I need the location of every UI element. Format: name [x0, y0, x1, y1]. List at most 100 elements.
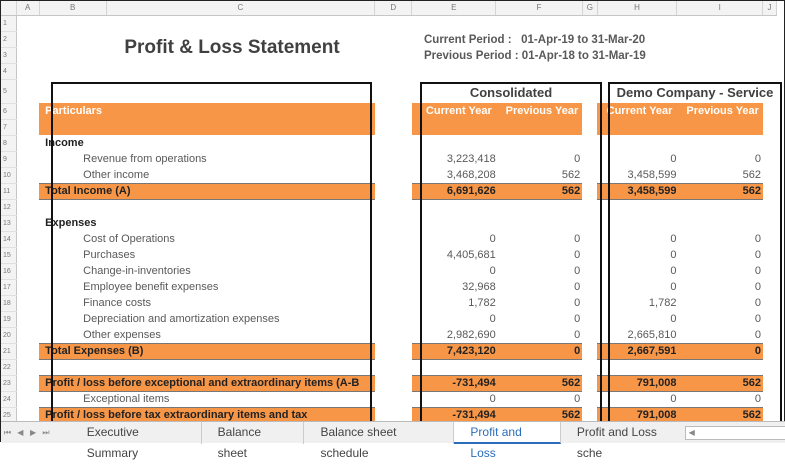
cell[interactable]	[16, 391, 39, 407]
column-header[interactable]: J	[762, 1, 777, 16]
cell[interactable]	[16, 263, 39, 279]
cell[interactable]	[597, 15, 676, 31]
cell[interactable]	[412, 215, 496, 231]
demo-previous-year-value[interactable]: 0	[754, 313, 761, 325]
cell[interactable]	[16, 167, 39, 183]
cell[interactable]	[597, 199, 676, 215]
cell[interactable]	[582, 295, 597, 311]
cell[interactable]	[16, 279, 39, 295]
cell[interactable]	[597, 63, 676, 79]
cell[interactable]	[763, 135, 776, 151]
line-item-label[interactable]: Change-in-inventories	[83, 265, 191, 277]
cell[interactable]	[412, 135, 496, 151]
column-header[interactable]: F	[495, 1, 583, 16]
cell[interactable]	[375, 327, 412, 343]
consolidated-current-year-value[interactable]: 1,782	[468, 297, 496, 309]
line-item-label[interactable]: Finance costs	[83, 297, 152, 309]
column-header[interactable]: B	[39, 1, 107, 16]
cell[interactable]	[496, 15, 583, 31]
demo-current-year-value[interactable]: 0	[670, 249, 677, 261]
cell[interactable]	[676, 63, 763, 79]
row-header[interactable]: 5	[1, 79, 17, 104]
cell[interactable]	[375, 247, 412, 263]
demo-previous-year-value[interactable]: 562	[676, 182, 763, 200]
demo-previous-year-value[interactable]: 0	[754, 153, 761, 165]
row-header[interactable]: 21	[1, 343, 17, 360]
cell[interactable]	[16, 343, 39, 359]
cell[interactable]	[582, 375, 597, 391]
consolidated-previous-year-value[interactable]: 0	[574, 297, 581, 309]
cell[interactable]	[582, 215, 597, 231]
total-label[interactable]: Total Expenses (B)	[39, 342, 375, 360]
row-header[interactable]: 1	[1, 15, 17, 32]
consolidated-current-year-value[interactable]: 0	[489, 233, 496, 245]
demo-current-year-value[interactable]: 0	[670, 153, 677, 165]
total-label[interactable]: Total Income (A)	[39, 182, 375, 200]
cell[interactable]	[412, 63, 496, 79]
row-header[interactable]: 13	[1, 215, 17, 232]
cell[interactable]	[106, 63, 375, 79]
cell[interactable]	[496, 63, 583, 79]
cell[interactable]	[763, 231, 776, 247]
row-header[interactable]: 18	[1, 295, 17, 312]
sheet-tab-profit-and-loss-schedule[interactable]: Profit and Loss sche	[576, 424, 657, 460]
section-label[interactable]: Income	[45, 137, 84, 149]
first-sheet-icon[interactable]: ⏮	[3, 427, 12, 437]
cell[interactable]	[39, 199, 106, 215]
cell[interactable]	[16, 63, 39, 79]
cell[interactable]	[106, 199, 375, 215]
cell[interactable]	[582, 279, 597, 295]
cell[interactable]	[375, 391, 412, 407]
demo-previous-year-value[interactable]: 562	[742, 168, 761, 181]
row-header[interactable]: 19	[1, 311, 17, 328]
prev-sheet-icon[interactable]: ◀	[17, 428, 24, 437]
cell[interactable]	[39, 119, 107, 135]
cell[interactable]	[16, 119, 39, 135]
cell[interactable]	[375, 343, 412, 359]
cell[interactable]	[597, 359, 676, 375]
cell[interactable]	[763, 375, 776, 391]
cell[interactable]	[106, 79, 375, 103]
row-header[interactable]: 25	[1, 407, 17, 424]
horizontal-scrollbar[interactable]: ◀	[684, 425, 785, 440]
column-header[interactable]: A	[16, 1, 40, 16]
demo-current-year-value[interactable]: 3,458,599	[627, 168, 677, 181]
cell[interactable]	[763, 247, 776, 263]
demo-previous-year-value[interactable]: 0	[676, 342, 763, 360]
cell[interactable]	[375, 199, 412, 215]
consolidated-previous-year-value[interactable]: 562	[495, 406, 583, 424]
cell[interactable]	[375, 215, 412, 231]
consolidated-current-year-value[interactable]: 2,982,690	[446, 328, 496, 341]
sheet-tab-balance-sheet-schedule[interactable]: Balance sheet schedule	[304, 421, 455, 460]
cell[interactable]	[763, 391, 776, 407]
cell[interactable]	[763, 311, 776, 327]
cell[interactable]	[676, 15, 763, 31]
row-header[interactable]: 6	[1, 103, 17, 120]
cell[interactable]	[582, 103, 597, 119]
demo-previous-year-value[interactable]: 0	[754, 393, 761, 405]
cell[interactable]	[676, 359, 763, 375]
cell[interactable]	[676, 119, 763, 135]
demo-previous-year-value[interactable]: 562	[676, 374, 763, 392]
cell[interactable]	[16, 79, 39, 103]
cell[interactable]	[375, 79, 412, 103]
demo-current-year-value[interactable]: 0	[670, 393, 677, 405]
cell[interactable]	[676, 199, 763, 215]
consolidated-current-year-value[interactable]: 6,691,626	[411, 182, 496, 200]
row-header[interactable]: 24	[1, 391, 17, 408]
row-header[interactable]: 12	[1, 199, 17, 216]
cell[interactable]	[16, 151, 39, 167]
cell[interactable]	[375, 231, 412, 247]
demo-previous-year-value[interactable]: 0	[754, 265, 761, 277]
cell[interactable]	[375, 359, 412, 375]
cell[interactable]	[39, 79, 106, 103]
cell[interactable]	[106, 15, 375, 31]
cell[interactable]	[412, 199, 496, 215]
cell[interactable]	[776, 215, 784, 231]
cell[interactable]	[582, 167, 597, 183]
cell[interactable]	[375, 279, 412, 295]
consolidated-previous-year-value[interactable]: 0	[574, 328, 581, 341]
consolidated-previous-year-value[interactable]: 562	[495, 374, 583, 392]
cell[interactable]	[582, 119, 597, 135]
consolidated-previous-year-value[interactable]: 0	[574, 233, 581, 245]
